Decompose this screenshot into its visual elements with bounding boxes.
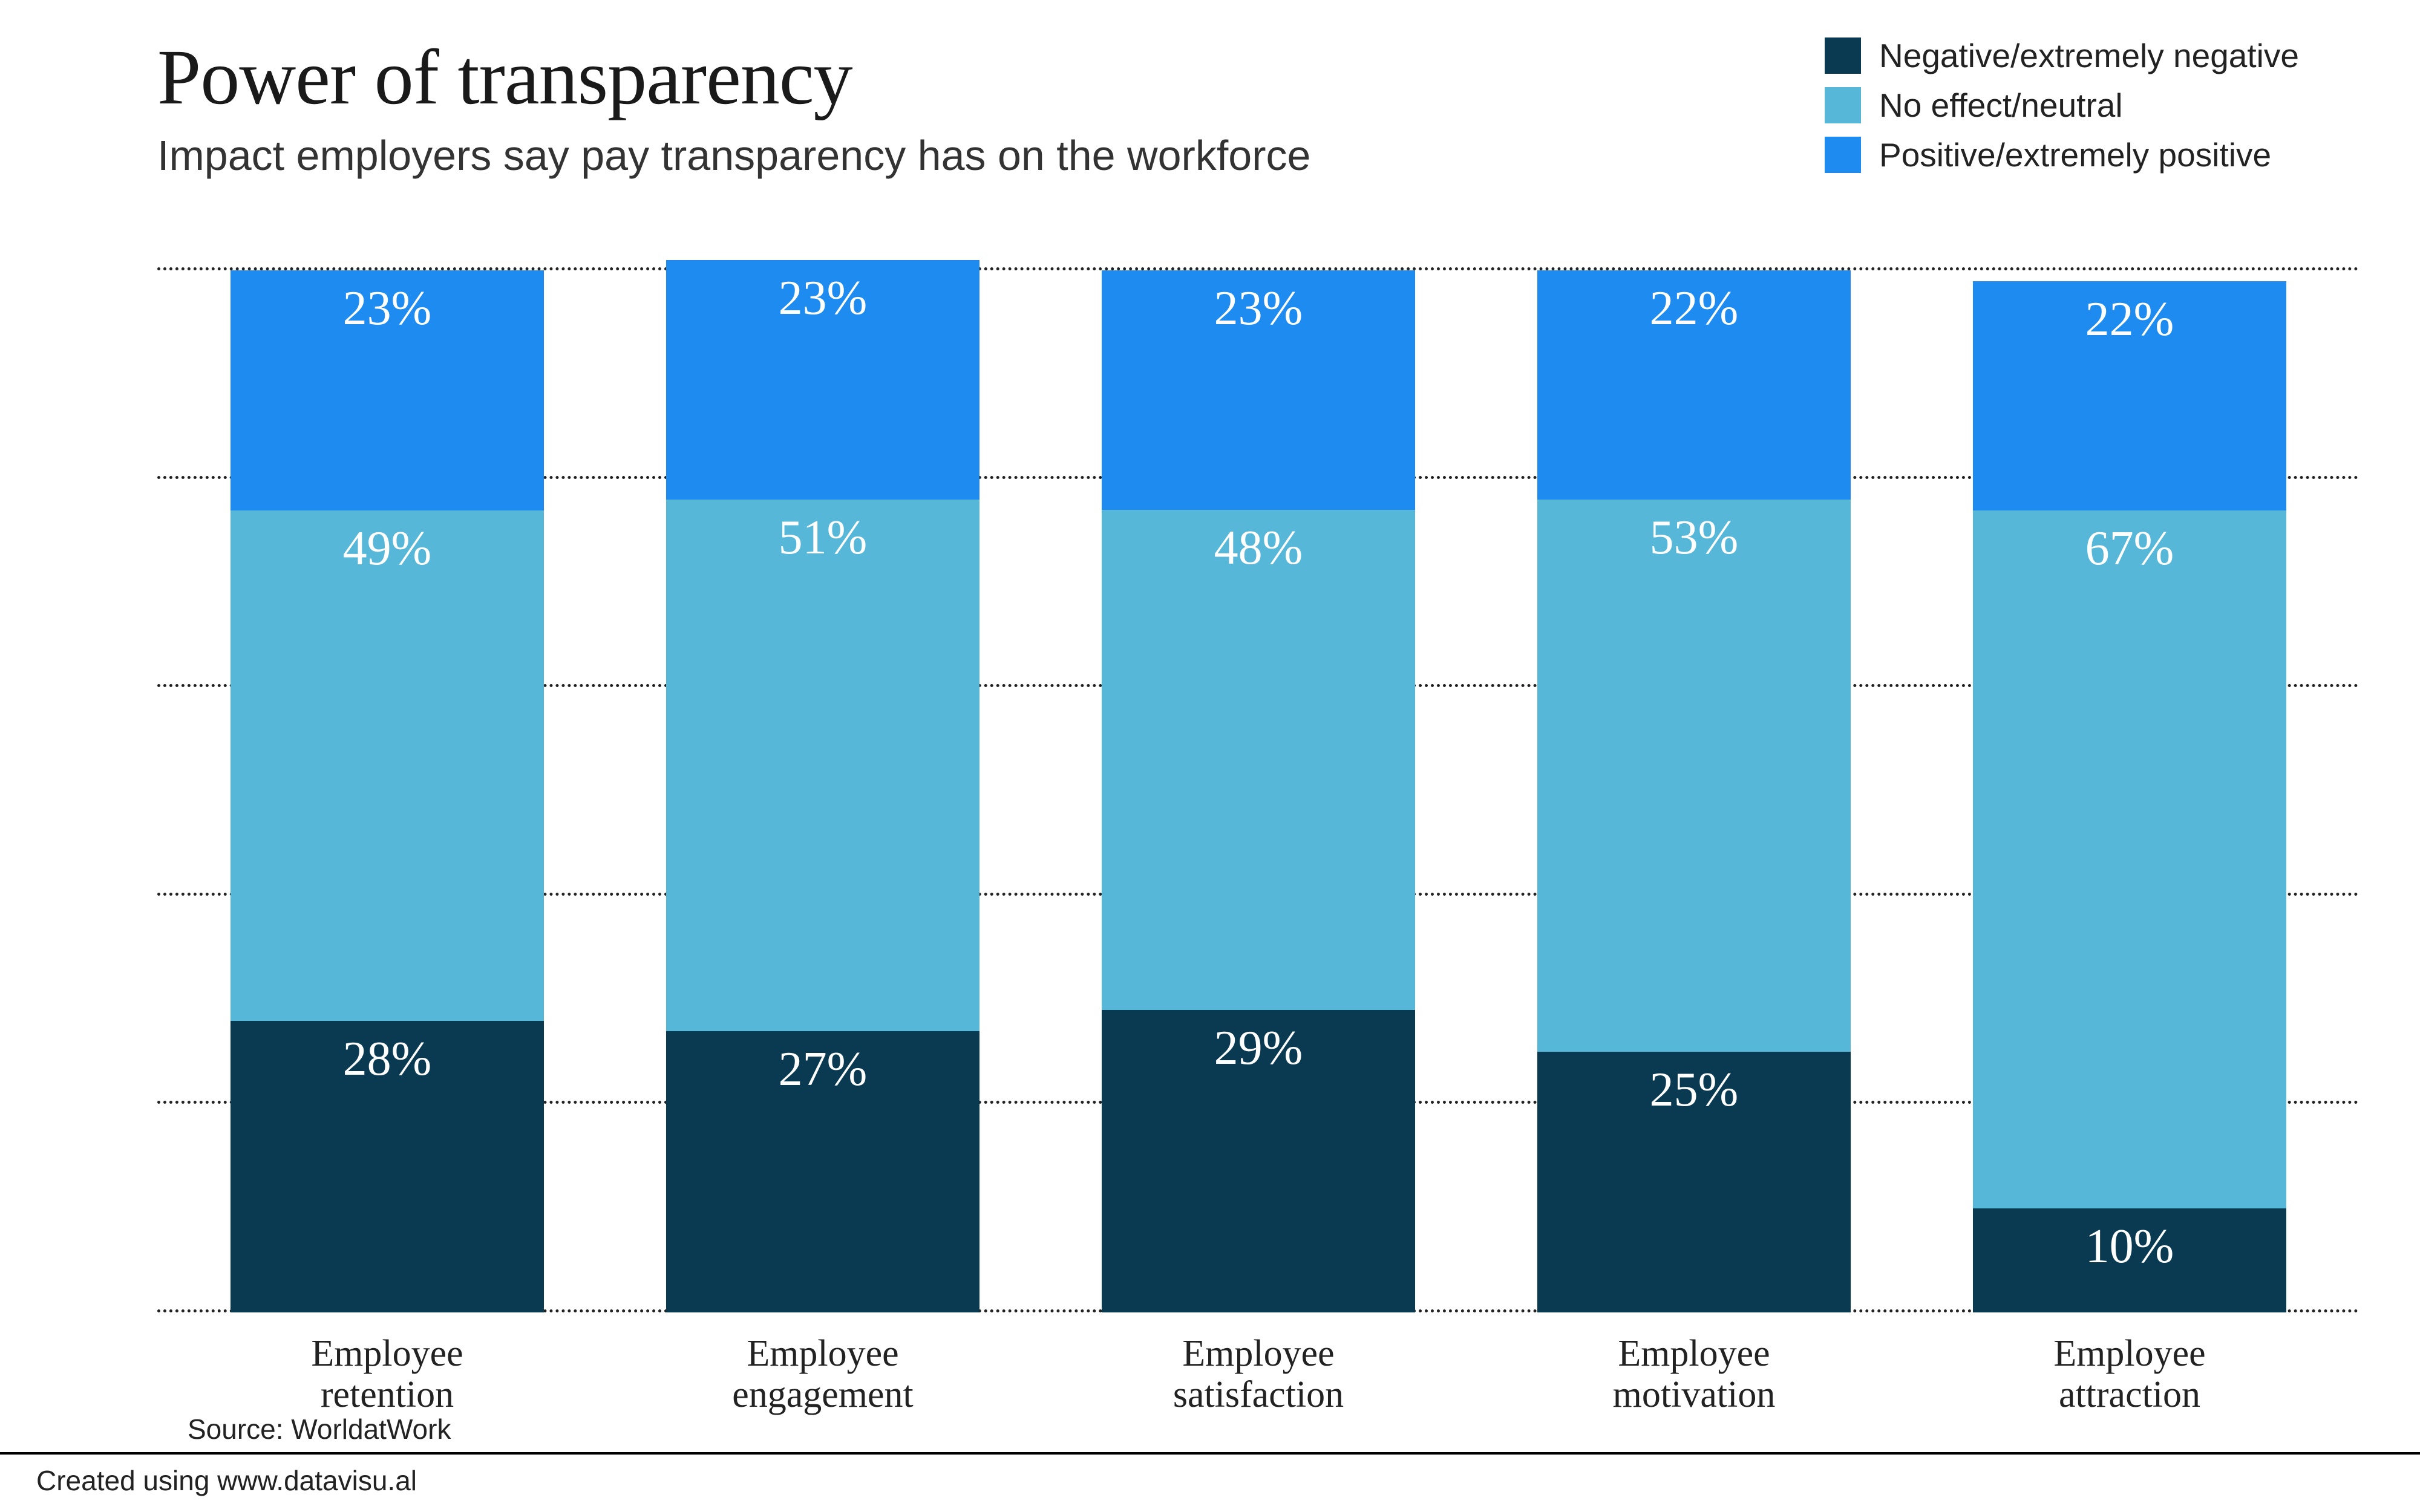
chart-frame: Power of transparency Impact employers s… <box>0 0 2420 1512</box>
bar-column: 28%49%23% <box>191 260 583 1312</box>
legend: Negative/extremely negative No effect/neu… <box>1825 36 2299 185</box>
bar-segment-negative: 25% <box>1537 1052 1851 1312</box>
baseline-rule <box>0 1452 2420 1455</box>
bar-segment-negative: 27% <box>666 1031 979 1312</box>
bar-segment-neutral: 48% <box>1102 510 1415 1010</box>
credit-label: Created using www.datavisu.al <box>36 1464 417 1497</box>
stacked-bar: 27%51%23% <box>666 260 979 1312</box>
x-axis-label: Employeeretention <box>191 1333 583 1415</box>
bars-container: 28%49%23%27%51%23%29%48%23%25%53%22%10%6… <box>157 260 2360 1312</box>
legend-label: Positive/extremely positive <box>1879 135 2271 174</box>
bar-segment-negative: 29% <box>1102 1010 1415 1312</box>
legend-item: Negative/extremely negative <box>1825 36 2299 75</box>
stacked-bar: 25%53%22% <box>1537 270 1851 1312</box>
bar-segment-neutral: 49% <box>231 510 544 1021</box>
bar-segment-negative: 10% <box>1973 1208 2286 1312</box>
stacked-bar: 29%48%23% <box>1102 270 1415 1312</box>
bar-column: 27%51%23% <box>627 260 1019 1312</box>
bar-segment-positive: 22% <box>1537 270 1851 500</box>
legend-label: Negative/extremely negative <box>1879 36 2299 75</box>
bar-column: 25%53%22% <box>1498 260 1890 1312</box>
bar-segment-neutral: 53% <box>1537 500 1851 1052</box>
bar-segment-neutral: 67% <box>1973 510 2286 1208</box>
x-axis-label: Employeemotivation <box>1498 1333 1890 1415</box>
x-axis-labels: Employeeretention Employeeengagement Emplo… <box>157 1333 2360 1415</box>
legend-item: No effect/neutral <box>1825 86 2299 125</box>
x-axis-label: Employeeengagement <box>627 1333 1019 1415</box>
x-axis-label: Employeesatisfaction <box>1062 1333 1454 1415</box>
legend-label: No effect/neutral <box>1879 86 2123 125</box>
legend-swatch <box>1825 87 1861 123</box>
bar-segment-positive: 23% <box>231 270 544 510</box>
bar-column: 29%48%23% <box>1062 260 1454 1312</box>
bar-segment-positive: 22% <box>1973 281 2286 510</box>
stacked-bar: 28%49%23% <box>231 270 544 1312</box>
plot-area: 28%49%23%27%51%23%29%48%23%25%53%22%10%6… <box>157 260 2360 1312</box>
header: Power of transparency Impact employers s… <box>157 36 2299 185</box>
source-label: Source: WorldatWork <box>188 1413 451 1445</box>
title-block: Power of transparency Impact employers s… <box>157 36 1310 180</box>
bar-segment-positive: 23% <box>1102 270 1415 510</box>
chart-title: Power of transparency <box>157 36 1310 119</box>
legend-swatch <box>1825 137 1861 173</box>
stacked-bar: 10%67%22% <box>1973 281 2286 1312</box>
legend-item: Positive/extremely positive <box>1825 135 2299 174</box>
bar-segment-negative: 28% <box>231 1021 544 1312</box>
bar-column: 10%67%22% <box>1934 260 2326 1312</box>
legend-swatch <box>1825 37 1861 74</box>
x-axis-label: Employeeattraction <box>1934 1333 2326 1415</box>
bar-segment-positive: 23% <box>666 260 979 500</box>
bar-segment-neutral: 51% <box>666 500 979 1031</box>
chart-subtitle: Impact employers say pay transparency ha… <box>157 131 1310 180</box>
